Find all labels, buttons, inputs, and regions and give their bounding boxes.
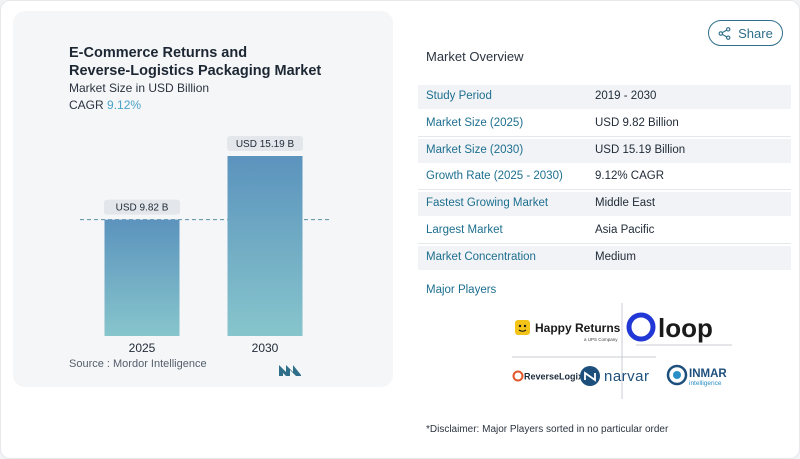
loop-logo: loop [626,312,713,343]
data-label-bg [227,136,303,151]
mordor-logo-icon [279,365,301,376]
cagr-value: 9.12% [107,98,142,112]
overview-row: Market Size (2025) USD 9.82 Billion [418,112,791,137]
overview-row-label: Fastest Growing Market [426,197,549,209]
overview-row: Fastest Growing Market Middle East [418,192,791,216]
reverselogix-icon [512,370,524,382]
x-tick-label: 2025 [129,341,156,355]
data-label-bg [104,199,180,215]
major-players-title: Major Players [426,284,497,296]
overview-row-value: 9.12% CAGR [595,170,665,182]
narvar-logo: narvar [580,366,650,386]
overview-row-value: USD 15.19 Billion [595,144,686,156]
overview-row: Growth Rate (2025 - 2030) 9.12% CAGR [418,165,791,190]
cagr-label: CAGR [69,98,104,112]
data-label: USD 15.19 B [236,139,295,150]
overview-row-value: Middle East [595,197,656,209]
row-divider [418,243,791,244]
overview-row: Study Period 2019 - 2030 [418,85,791,109]
chart-title-line-1: E-Commerce Returns and [69,45,248,61]
x-tick-label: 2030 [252,341,279,355]
reverselogix-logo: ReverseLogix [512,370,583,382]
inmar-logo: INMAR intelligence [666,364,727,387]
market-overview-title: Market Overview [426,49,524,64]
overview-row-value: Medium [595,251,636,263]
bar-2025 [104,219,180,336]
overview-row-value: Asia Pacific [595,224,655,236]
happy-returns-icon [515,320,530,335]
narvar-name: narvar [604,368,650,385]
row-divider [418,136,791,137]
happy-returns-tagline: a UPS Company [584,337,618,342]
overview-row-label: Growth Rate (2025 - 2030) [426,170,563,182]
overview-row-label: Study Period [426,90,492,102]
major-players-logos: Happy Returns a UPS Company loop Reverse… [512,303,732,399]
inmar-subname: intelligence [689,380,722,387]
share-button[interactable]: Share [708,20,783,46]
overview-row-label: Market Size (2030) [426,144,524,156]
share-label: Share [738,25,773,41]
disclaimer: *Disclaimer: Major Players sorted in no … [426,424,669,435]
reverselogix-name: ReverseLogix [524,372,583,382]
loop-ring-icon [626,312,656,342]
chart-cagr: CAGR 9.12% [69,98,141,112]
happy-returns-logo: Happy Returns a UPS Company [515,320,621,342]
overview-row: Market Concentration Medium [418,246,791,270]
loop-name: loop [658,313,713,343]
chart-card [13,11,393,387]
inmar-icon [666,364,688,386]
row-divider [418,189,791,190]
chart-source: Source : Mordor Intelligence [69,358,207,370]
overview-row-label: Market Concentration [426,251,536,263]
overview-row-label: Market Size (2025) [426,117,524,129]
overview-row-value: USD 9.82 Billion [595,117,679,129]
share-icon [718,26,731,40]
chart-subtitle: Market Size in USD Billion [69,81,210,95]
inmar-name: INMAR [689,368,727,380]
chart-title-line-2: Reverse-Logistics Packaging Market [69,63,322,79]
happy-returns-name: Happy Returns [535,321,621,335]
bar-2030 [227,156,303,336]
overview-row-value: 2019 - 2030 [595,90,657,102]
bar-chart: USD 9.82 B 2025 USD 15.19 B 2030 [80,136,329,355]
overview-row: Largest Market Asia Pacific [418,219,791,244]
data-label: USD 9.82 B [116,203,169,214]
overview-row: Market Size (2030) USD 15.19 Billion [418,139,791,163]
overview-row-label: Largest Market [426,224,503,236]
chart-title: E-Commerce Returns and Reverse-Logistics… [69,44,369,80]
